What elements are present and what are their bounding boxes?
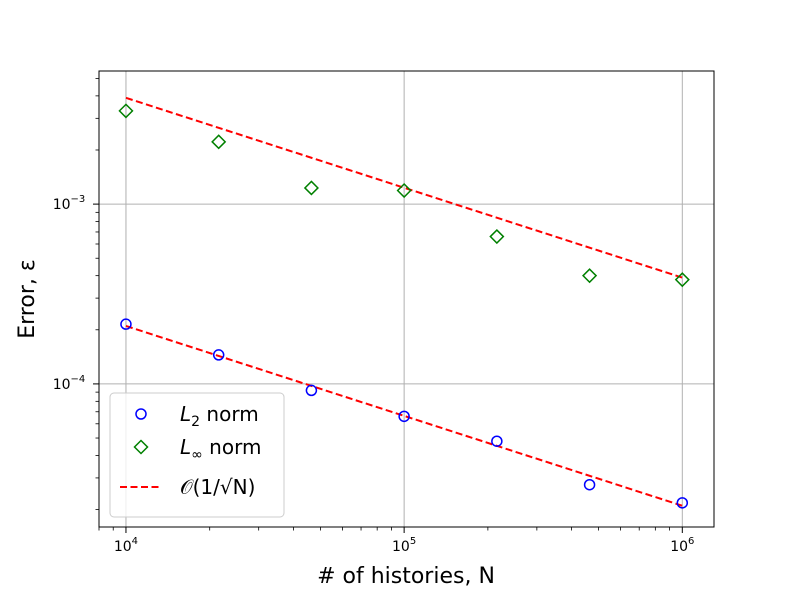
fit-lines xyxy=(125,96,683,507)
l2-norm-point xyxy=(676,497,689,509)
plot-frame xyxy=(98,70,715,528)
axis-ticks: 104 105 106 10−4 10−3 xyxy=(53,78,694,555)
legend-label: 𝒪(1/√N) xyxy=(180,475,255,499)
data-markers xyxy=(118,103,690,509)
y-axis-label: Error, ε xyxy=(15,259,40,339)
linf-norm-point xyxy=(582,268,598,284)
linf-norm-point xyxy=(489,228,505,245)
linf-norm-point xyxy=(211,134,227,150)
fit-line xyxy=(125,96,683,279)
x-tick-label: 104 xyxy=(114,536,138,555)
grid xyxy=(99,71,714,527)
legend-item: L∞ norm xyxy=(133,435,261,463)
legend-item: 𝒪(1/√N) xyxy=(120,475,255,499)
l2-norm-point xyxy=(120,318,132,330)
linf-norm-point xyxy=(674,272,690,288)
l2-norm-point xyxy=(212,349,225,361)
legend-circle-icon xyxy=(135,408,147,420)
l2-norm-point xyxy=(305,384,318,397)
linf-norm-point xyxy=(118,103,134,119)
legend-label: L∞ norm xyxy=(180,435,261,463)
legend-item: L2 norm xyxy=(135,402,259,430)
linf-norm-point xyxy=(303,180,319,196)
y-tick-label: 10−3 xyxy=(53,194,86,213)
x-axis-label: # of histories, N xyxy=(317,564,495,589)
l2-norm-point xyxy=(491,435,503,447)
x-tick-label: 106 xyxy=(670,536,694,555)
y-tick-label: 10−4 xyxy=(53,374,86,393)
linf-norm-point xyxy=(396,182,412,199)
legend-diamond-icon xyxy=(133,439,149,455)
fit-line xyxy=(125,325,683,507)
x-tick-label: 105 xyxy=(392,536,416,555)
l2-norm-point xyxy=(583,478,596,491)
l2-norm-point xyxy=(398,410,410,423)
legend-label: L2 norm xyxy=(180,402,259,430)
legend: L2 norm L∞ norm 𝒪(1/√N) xyxy=(109,392,285,518)
